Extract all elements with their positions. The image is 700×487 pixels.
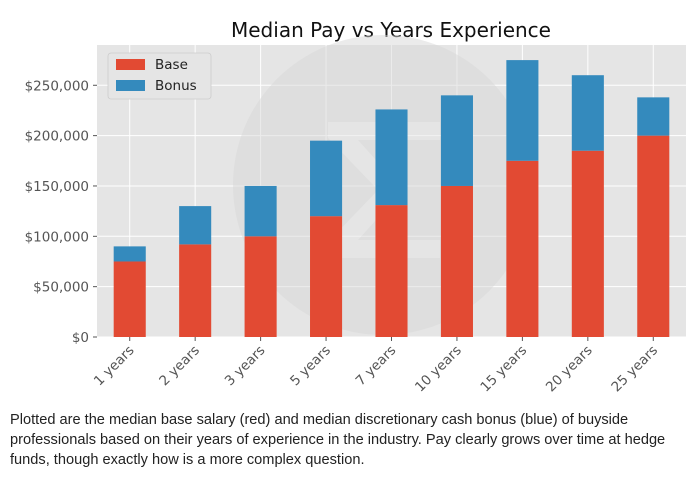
legend-swatch-base [116,59,145,70]
x-axis: 1 years 2 years 3 years 5 years 7 years 10 ye… [91,337,661,395]
bar-base-10-years [440,185,473,337]
x-tick-label: 1 years [91,343,138,390]
y-tick-label: $0 [72,330,89,346]
x-tick-label: 25 years [608,343,661,396]
y-tick-label: $250,000 [25,78,89,94]
x-tick-label: 20 years [543,343,596,396]
x-tick-label: 5 years [287,343,334,390]
bar-bonus-3-years [244,185,277,237]
bar-base-20-years [571,150,604,337]
chart: Median Pay vs Years Experience $0$50,000… [25,18,686,395]
bar-base-5-years [310,216,343,337]
bar-base-3-years [244,236,277,337]
bar-bonus-1-years [113,246,146,262]
bar-bonus-2-years [179,206,212,245]
x-tick-label: 10 years [412,343,465,396]
y-tick-label: $200,000 [25,129,89,145]
bar-bonus-5-years [310,140,343,217]
bar-bonus-10-years [440,95,473,186]
x-tick-label: 7 years [353,343,400,390]
bar-base-2-years [179,244,212,337]
bar-bonus-20-years [571,75,604,151]
x-tick-label: 15 years [477,343,530,396]
legend-label-base: Base [155,57,188,73]
y-tick-label: $150,000 [25,179,89,195]
legend-label-bonus: Bonus [155,78,197,94]
x-tick-label: 2 years [156,343,203,390]
bar-base-1-years [113,261,146,337]
y-axis: $0 $50,000 $100,000 $150,000 $200,000 $250,00… [25,78,97,346]
y-tick-label: $100,000 [25,229,89,245]
legend-swatch-bonus [116,80,145,91]
bar-bonus-25-years [637,97,670,136]
bar-bonus-15-years [506,60,539,161]
bars [113,60,670,337]
legend: Base Bonus [107,52,212,100]
bar-base-15-years [506,160,539,337]
x-tick-label: 3 years [222,343,269,390]
caption: Plotted are the median base salary (red)… [10,412,666,468]
bar-bonus-7-years [375,109,408,206]
bar-base-7-years [375,205,408,337]
y-tick-label: $50,000 [33,280,89,296]
bar-base-25-years [637,135,670,337]
